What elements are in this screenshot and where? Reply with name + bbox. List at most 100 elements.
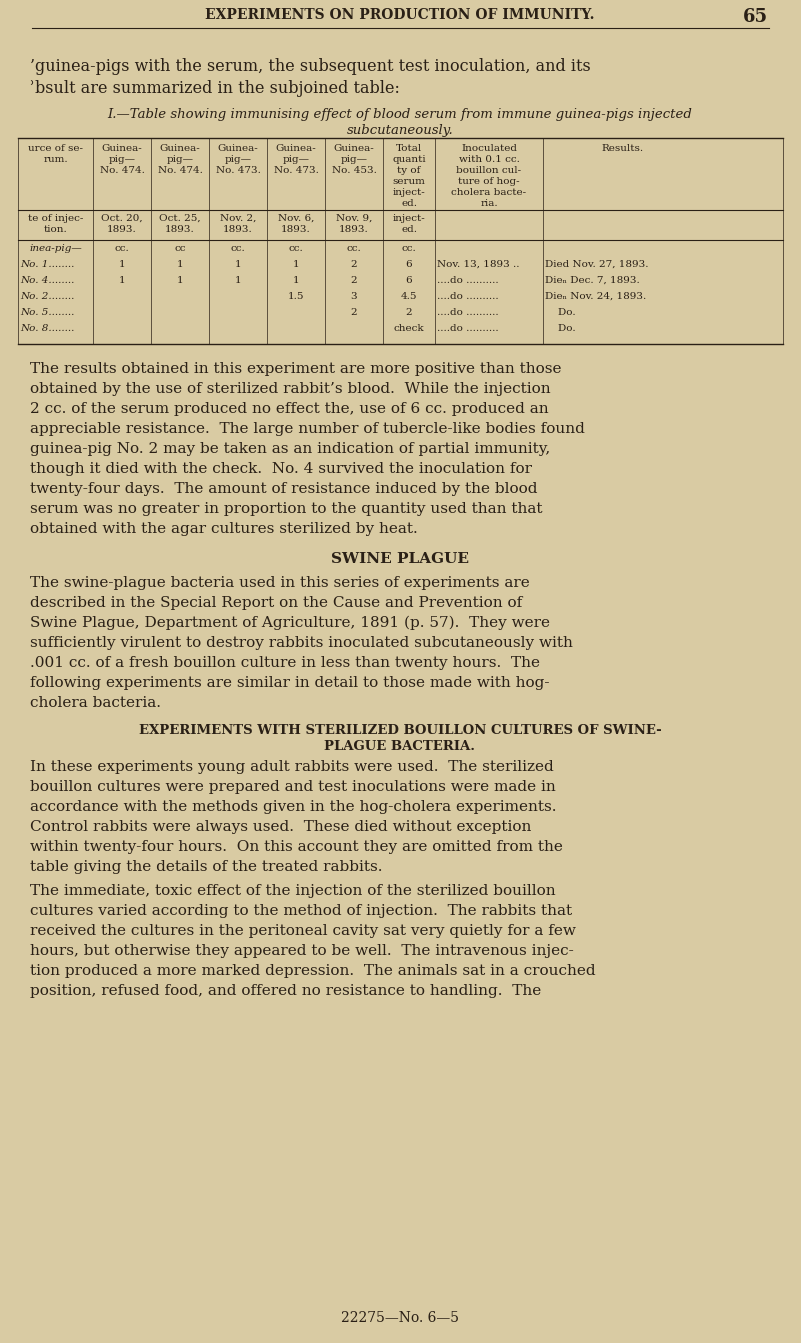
Text: 2: 2 (351, 277, 357, 285)
Text: hours, but otherwise they appeared to be well.  The intravenous injec-: hours, but otherwise they appeared to be… (30, 944, 574, 958)
Text: pig—: pig— (108, 154, 135, 164)
Text: No. 474.: No. 474. (158, 167, 203, 175)
Text: Results.: Results. (602, 144, 644, 153)
Text: within twenty-four hours.  On this account they are omitted from the: within twenty-four hours. On this accoun… (30, 839, 563, 854)
Text: rum.: rum. (43, 154, 68, 164)
Text: ....do ..........: ....do .......... (437, 277, 499, 285)
Text: Do.: Do. (545, 308, 576, 317)
Text: tion.: tion. (43, 226, 67, 234)
Text: Nov. 9,: Nov. 9, (336, 214, 372, 223)
Text: EXPERIMENTS ON PRODUCTION OF IMMUNITY.: EXPERIMENTS ON PRODUCTION OF IMMUNITY. (205, 8, 595, 21)
Text: 2: 2 (351, 261, 357, 269)
Text: ʾbsult are summarized in the subjoined table:: ʾbsult are summarized in the subjoined t… (30, 81, 400, 97)
Text: The swine-plague bacteria used in this series of experiments are: The swine-plague bacteria used in this s… (30, 576, 529, 590)
Text: 1.5: 1.5 (288, 291, 304, 301)
Text: Nov. 6,: Nov. 6, (278, 214, 314, 223)
Text: 1893.: 1893. (339, 226, 369, 234)
Text: following experiments are similar in detail to those made with hog-: following experiments are similar in det… (30, 676, 549, 690)
Text: cc.: cc. (231, 244, 245, 252)
Text: 1: 1 (235, 277, 241, 285)
Text: cc.: cc. (288, 244, 304, 252)
Text: 1: 1 (119, 261, 125, 269)
Text: cholera bacte-: cholera bacte- (452, 188, 526, 197)
Text: Guinea-: Guinea- (276, 144, 316, 153)
Text: 2 cc. of the serum produced no effect the, use of 6 cc. produced an: 2 cc. of the serum produced no effect th… (30, 402, 549, 416)
Text: In these experiments young adult rabbits were used.  The sterilized: In these experiments young adult rabbits… (30, 760, 553, 774)
Text: serum was no greater in proportion to the quantity used than that: serum was no greater in proportion to th… (30, 502, 542, 516)
Text: No. 8........: No. 8........ (20, 324, 74, 333)
Text: 1: 1 (119, 277, 125, 285)
Text: Nov. 2,: Nov. 2, (219, 214, 256, 223)
Text: ture of hog-: ture of hog- (458, 177, 520, 185)
Text: cc: cc (175, 244, 186, 252)
Text: inject-: inject- (392, 214, 425, 223)
Text: 1: 1 (292, 261, 300, 269)
Text: 1893.: 1893. (223, 226, 253, 234)
Text: urce of se-: urce of se- (28, 144, 83, 153)
Text: Guinea-: Guinea- (334, 144, 374, 153)
Text: Dieₙ Nov. 24, 1893.: Dieₙ Nov. 24, 1893. (545, 291, 646, 301)
Text: ’guinea-pigs with the serum, the subsequent test inoculation, and its: ’guinea-pigs with the serum, the subsequ… (30, 58, 591, 75)
Text: though it died with the check.  No. 4 survived the inoculation for: though it died with the check. No. 4 sur… (30, 462, 532, 475)
Text: SWINE PLAGUE: SWINE PLAGUE (331, 552, 469, 565)
Text: 1: 1 (292, 277, 300, 285)
Text: 2: 2 (351, 308, 357, 317)
Text: Guinea-: Guinea- (218, 144, 259, 153)
Text: No. 5........: No. 5........ (20, 308, 74, 317)
Text: 1893.: 1893. (165, 226, 195, 234)
Text: te of injec-: te of injec- (28, 214, 83, 223)
Text: ....do ..........: ....do .......... (437, 324, 499, 333)
Text: ....do ..........: ....do .......... (437, 291, 499, 301)
Text: 6: 6 (405, 277, 413, 285)
Text: check: check (393, 324, 425, 333)
Text: tion produced a more marked depression.  The animals sat in a crouched: tion produced a more marked depression. … (30, 964, 596, 978)
Text: ed.: ed. (401, 199, 417, 208)
Text: obtained by the use of sterilized rabbit’s blood.  While the injection: obtained by the use of sterilized rabbit… (30, 381, 550, 396)
Text: with 0.1 cc.: with 0.1 cc. (458, 154, 519, 164)
Text: obtained with the agar cultures sterilized by heat.: obtained with the agar cultures steriliz… (30, 522, 418, 536)
Text: sufficiently virulent to destroy rabbits inoculated subcutaneously with: sufficiently virulent to destroy rabbits… (30, 637, 573, 650)
Text: Guinea-: Guinea- (102, 144, 143, 153)
Text: pig—: pig— (224, 154, 252, 164)
Text: quanti: quanti (392, 154, 426, 164)
Text: described in the Special Report on the Cause and Prevention of: described in the Special Report on the C… (30, 596, 522, 610)
Text: Guinea-: Guinea- (159, 144, 200, 153)
Text: 2: 2 (405, 308, 413, 317)
Text: pig—: pig— (167, 154, 194, 164)
Text: appreciable resistance.  The large number of tubercle-like bodies found: appreciable resistance. The large number… (30, 422, 585, 436)
Text: 1893.: 1893. (281, 226, 311, 234)
Text: ed.: ed. (401, 226, 417, 234)
Text: No. 1........: No. 1........ (20, 261, 74, 269)
Text: cc.: cc. (347, 244, 361, 252)
Text: cc.: cc. (401, 244, 417, 252)
Text: No. 473.: No. 473. (274, 167, 319, 175)
Text: 1: 1 (235, 261, 241, 269)
Text: No. 4........: No. 4........ (20, 277, 74, 285)
Text: 6: 6 (405, 261, 413, 269)
Text: Total: Total (396, 144, 422, 153)
Text: 1893.: 1893. (107, 226, 137, 234)
Text: position, refused food, and offered no resistance to handling.  The: position, refused food, and offered no r… (30, 984, 541, 998)
Text: pig—: pig— (283, 154, 309, 164)
Text: serum: serum (392, 177, 425, 185)
Text: 4.5: 4.5 (400, 291, 417, 301)
Text: Inoculated: Inoculated (461, 144, 517, 153)
Text: The results obtained in this experiment are more positive than those: The results obtained in this experiment … (30, 363, 562, 376)
Text: 1: 1 (177, 277, 183, 285)
Text: bouillon cul-: bouillon cul- (457, 167, 521, 175)
Text: 65: 65 (743, 8, 768, 26)
Text: 3: 3 (351, 291, 357, 301)
Text: cultures varied according to the method of injection.  The rabbits that: cultures varied according to the method … (30, 904, 572, 919)
Text: guinea-pig No. 2 may be taken as an indication of partial immunity,: guinea-pig No. 2 may be taken as an indi… (30, 442, 550, 457)
Text: inea-pig—: inea-pig— (29, 244, 82, 252)
Text: No. 453.: No. 453. (332, 167, 376, 175)
Text: twenty-four days.  The amount of resistance induced by the blood: twenty-four days. The amount of resistan… (30, 482, 537, 496)
Text: cholera bacteria.: cholera bacteria. (30, 696, 161, 710)
Text: PLAGUE BACTERIA.: PLAGUE BACTERIA. (324, 740, 476, 753)
Text: subcutaneously.: subcutaneously. (347, 124, 453, 137)
Text: No. 474.: No. 474. (99, 167, 144, 175)
Text: ty of: ty of (397, 167, 421, 175)
Text: Do.: Do. (545, 324, 576, 333)
Text: received the cultures in the peritoneal cavity sat very quietly for a few: received the cultures in the peritoneal … (30, 924, 576, 937)
Text: EXPERIMENTS WITH STERILIZED BOUILLON CULTURES OF SWINE-: EXPERIMENTS WITH STERILIZED BOUILLON CUL… (139, 724, 662, 737)
